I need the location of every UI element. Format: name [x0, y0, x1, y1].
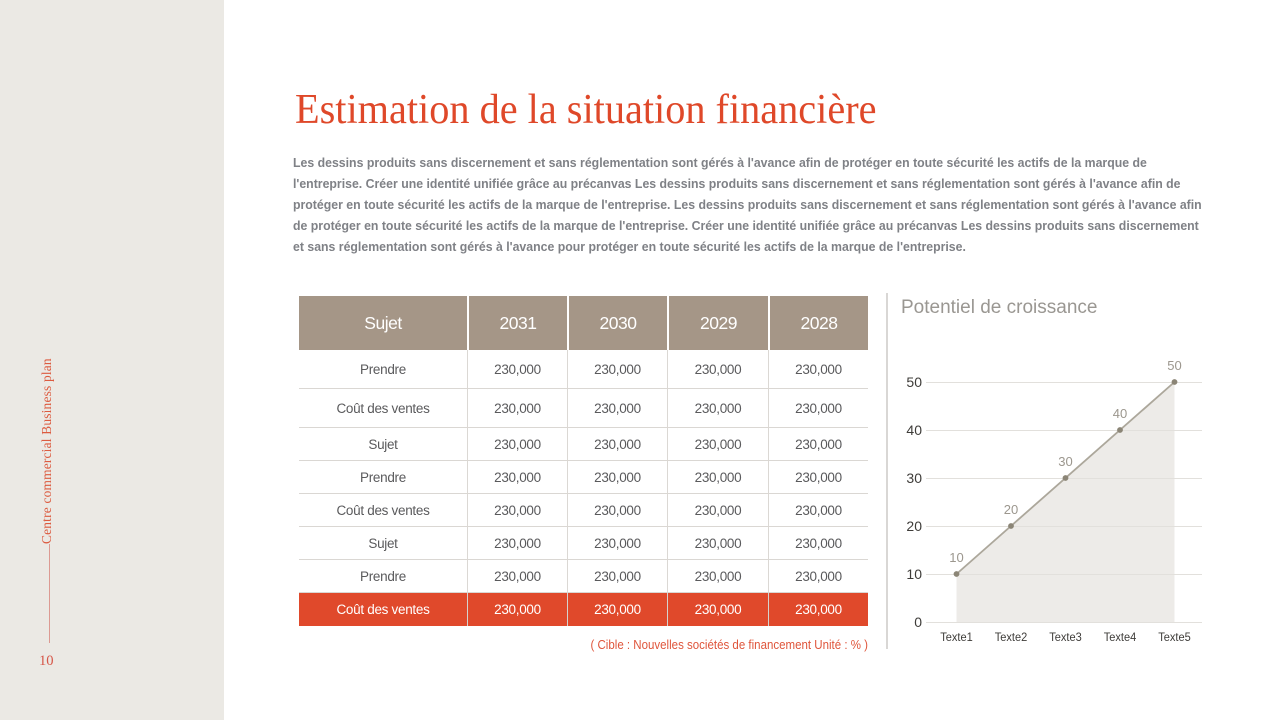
- svg-text:Texte4: Texte4: [1104, 630, 1137, 644]
- svg-text:40: 40: [1113, 406, 1127, 421]
- svg-text:Texte3: Texte3: [1049, 630, 1082, 644]
- svg-text:10: 10: [949, 550, 963, 565]
- svg-text:10: 10: [906, 566, 922, 582]
- svg-text:30: 30: [1058, 454, 1072, 469]
- svg-text:20: 20: [1004, 502, 1018, 517]
- svg-text:Texte5: Texte5: [1158, 630, 1191, 644]
- svg-text:30: 30: [906, 470, 922, 486]
- svg-text:Texte2: Texte2: [995, 630, 1028, 644]
- svg-text:0: 0: [914, 614, 922, 630]
- svg-text:40: 40: [906, 422, 922, 438]
- svg-text:50: 50: [906, 374, 922, 390]
- svg-text:Texte1: Texte1: [940, 630, 973, 644]
- svg-text:50: 50: [1167, 358, 1181, 373]
- svg-text:20: 20: [906, 518, 922, 534]
